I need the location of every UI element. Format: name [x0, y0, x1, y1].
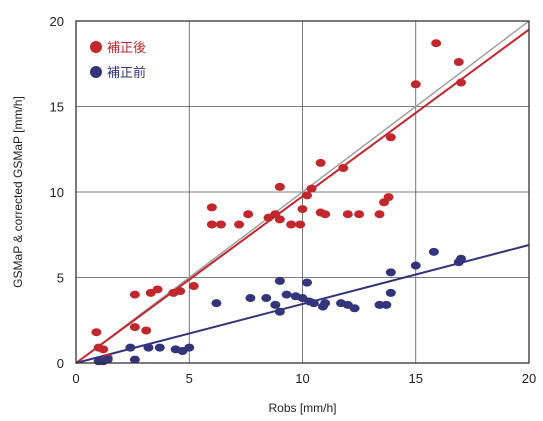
- data-point-series-1: [281, 290, 292, 299]
- data-point-series-0: [410, 80, 421, 89]
- data-point-series-0: [206, 203, 217, 212]
- data-point-series-0: [431, 39, 442, 48]
- data-point-series-0: [98, 345, 109, 354]
- data-point-series-0: [206, 220, 217, 229]
- data-point-series-0: [374, 210, 385, 219]
- data-point-series-0: [453, 58, 464, 67]
- x-axis-label: Robs [mm/h]: [268, 401, 336, 415]
- x-tick-label: 20: [522, 371, 536, 386]
- data-point-series-0: [274, 215, 285, 224]
- data-point-series-0: [456, 78, 467, 87]
- data-point-series-1: [320, 299, 331, 308]
- data-point-series-1: [456, 254, 467, 263]
- legend-label: 補正後: [107, 40, 146, 55]
- y-tick-label: 5: [57, 271, 64, 286]
- data-point-series-1: [211, 299, 222, 308]
- data-point-series-0: [141, 326, 152, 335]
- data-point-series-0: [188, 282, 199, 291]
- x-tick-label: 10: [295, 371, 309, 386]
- data-point-series-1: [302, 278, 313, 287]
- data-point-series-0: [295, 220, 306, 229]
- x-tick-label: 0: [72, 371, 79, 386]
- legend-marker: [90, 41, 102, 53]
- data-point-series-1: [125, 343, 136, 352]
- data-point-series-0: [338, 164, 349, 173]
- data-point-series-0: [383, 193, 394, 202]
- data-point-series-1: [261, 294, 272, 303]
- data-point-series-0: [129, 290, 140, 299]
- data-point-series-0: [234, 220, 245, 229]
- data-point-series-0: [297, 205, 308, 214]
- y-tick-labels: 0 5 10 15 20: [50, 14, 64, 371]
- one-to-one-line: [75, 20, 530, 364]
- x-tick-label: 15: [409, 371, 423, 386]
- data-point-series-1: [102, 355, 113, 364]
- fit-line-series-1: [75, 244, 530, 364]
- data-point-series-1: [349, 304, 360, 313]
- data-point-series-0: [129, 323, 140, 332]
- data-point-series-1: [428, 247, 439, 256]
- data-points: [91, 39, 467, 366]
- data-point-series-1: [154, 343, 165, 352]
- data-point-series-0: [286, 220, 297, 229]
- data-point-series-0: [385, 133, 396, 142]
- data-point-series-1: [274, 307, 285, 316]
- plot-frame: [75, 20, 530, 364]
- data-point-series-1: [270, 300, 281, 309]
- data-point-series-1: [274, 276, 285, 285]
- identity-line: [75, 20, 530, 364]
- y-axis-label: GSMaP & corrected GSMaP [mm/h]: [11, 96, 25, 288]
- y-tick-label: 0: [57, 356, 64, 371]
- data-point-series-0: [152, 285, 163, 294]
- y-tick-label: 20: [50, 14, 64, 29]
- legend-marker: [90, 66, 102, 78]
- y-tick-label: 15: [50, 100, 64, 115]
- data-point-series-1: [381, 300, 392, 309]
- data-point-series-0: [320, 210, 331, 219]
- data-point-series-1: [385, 288, 396, 297]
- y-tick-label: 10: [50, 185, 64, 200]
- data-point-series-0: [315, 158, 326, 167]
- data-point-series-0: [91, 328, 102, 337]
- data-point-series-1: [308, 299, 319, 308]
- data-point-series-0: [274, 182, 285, 191]
- data-point-series-0: [215, 220, 226, 229]
- x-tick-label: 5: [186, 371, 193, 386]
- x-tick-labels: 0 5 10 15 20: [72, 371, 536, 386]
- data-point-series-1: [184, 343, 195, 352]
- data-point-series-0: [302, 191, 313, 200]
- data-point-series-1: [410, 261, 421, 270]
- data-point-series-1: [143, 343, 154, 352]
- data-point-series-1: [129, 355, 140, 364]
- data-point-series-1: [245, 294, 256, 303]
- data-point-series-0: [342, 210, 353, 219]
- data-point-series-0: [175, 287, 186, 296]
- data-point-series-0: [354, 210, 365, 219]
- data-point-series-1: [385, 268, 396, 277]
- data-point-series-0: [243, 210, 254, 219]
- legend-label: 補正前: [107, 65, 146, 80]
- data-point-series-0: [306, 184, 317, 193]
